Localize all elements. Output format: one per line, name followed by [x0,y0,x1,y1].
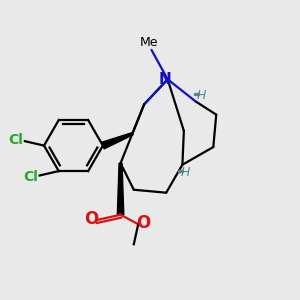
Polygon shape [117,163,124,215]
Text: Cl: Cl [8,133,23,147]
Text: N: N [158,72,171,87]
Text: H: H [181,166,190,178]
Text: H: H [197,89,206,102]
Text: O: O [84,210,98,228]
Polygon shape [102,133,133,149]
Text: Me: Me [139,36,158,49]
Text: O: O [136,214,151,232]
Text: Cl: Cl [23,170,38,184]
